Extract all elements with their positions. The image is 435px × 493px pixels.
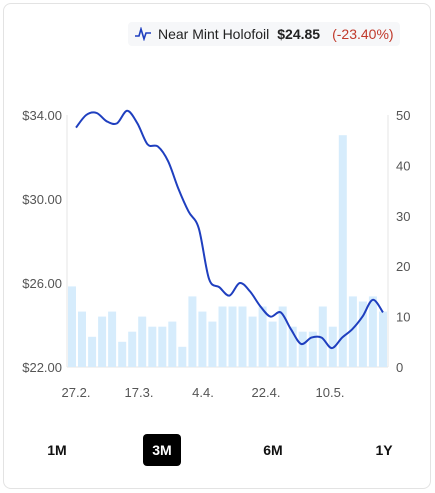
x-tick-label: 27.2. <box>62 385 91 400</box>
y-right-tick-label: 40 <box>396 158 410 173</box>
y-right-tick-label: 50 <box>396 108 410 123</box>
volume-bar <box>248 316 257 367</box>
volume-bar <box>278 306 287 367</box>
x-tick-label: 22.4. <box>252 385 281 400</box>
price-line <box>75 109 384 350</box>
volume-bar <box>178 346 187 367</box>
volume-bar <box>118 341 127 367</box>
volume-bar <box>348 296 357 367</box>
legend-price: $24.85 <box>277 26 321 42</box>
volume-bar <box>138 316 147 367</box>
volume-bar <box>218 306 227 367</box>
price-history-card <box>3 3 431 489</box>
legend-series-name: Near Mint Holofoil <box>158 26 270 42</box>
y-right-tick-label: 20 <box>396 259 410 274</box>
volume-bar <box>368 296 377 367</box>
volume-bar <box>268 321 277 367</box>
volume-bar <box>188 296 197 367</box>
volume-bar <box>318 306 327 367</box>
x-tick-label: 17.3. <box>125 385 154 400</box>
price-chart[interactable]: $34.00 $30.00 $26.00 $22.00 50 40 30 20 10 0 27.2.… <box>0 0 435 420</box>
volume-bar <box>78 311 86 367</box>
volume-bar <box>379 311 387 367</box>
volume-bar <box>68 286 76 367</box>
volume-bar <box>88 336 97 367</box>
y-left-tick-label: $22.00 <box>22 360 62 375</box>
legend-change: (-23.40%) <box>332 26 394 42</box>
volume-bar <box>338 135 347 367</box>
y-right-tick-label: 10 <box>396 310 410 325</box>
legend-item[interactable]: Near Mint Holofoil $24.85 (-23.40%) <box>128 22 400 46</box>
volume-bar <box>238 306 247 367</box>
y-left-tick-label: $34.00 <box>22 108 62 123</box>
volume-bar <box>148 326 157 367</box>
line-chart-icon <box>135 27 151 41</box>
range-button-3m[interactable]: 3M <box>143 434 181 466</box>
volume-bar <box>228 306 237 367</box>
volume-bar <box>98 316 107 367</box>
range-button-1y[interactable]: 1Y <box>375 442 393 458</box>
volume-bar <box>128 331 137 367</box>
time-range-selector: 1M 3M 6M 1Y <box>0 434 435 470</box>
volume-bar <box>198 311 207 367</box>
volume-bar <box>308 331 317 367</box>
y-right-tick-label: 30 <box>396 209 410 224</box>
range-button-1m[interactable]: 1M <box>47 442 67 458</box>
range-button-6m[interactable]: 6M <box>263 442 283 458</box>
volume-bar <box>288 326 297 367</box>
x-tick-label: 4.4. <box>192 385 214 400</box>
y-left-tick-label: $26.00 <box>22 276 62 291</box>
volume-bar <box>358 301 367 367</box>
volume-bar <box>208 321 217 367</box>
volume-bar <box>108 311 117 367</box>
volume-bar <box>258 306 267 367</box>
x-tick-label: 10.5. <box>316 385 345 400</box>
volume-bar <box>158 326 167 367</box>
y-right-tick-label: 0 <box>396 360 403 375</box>
y-left-tick-label: $30.00 <box>22 192 62 207</box>
volume-bar <box>298 331 307 367</box>
volume-bar <box>168 321 177 367</box>
